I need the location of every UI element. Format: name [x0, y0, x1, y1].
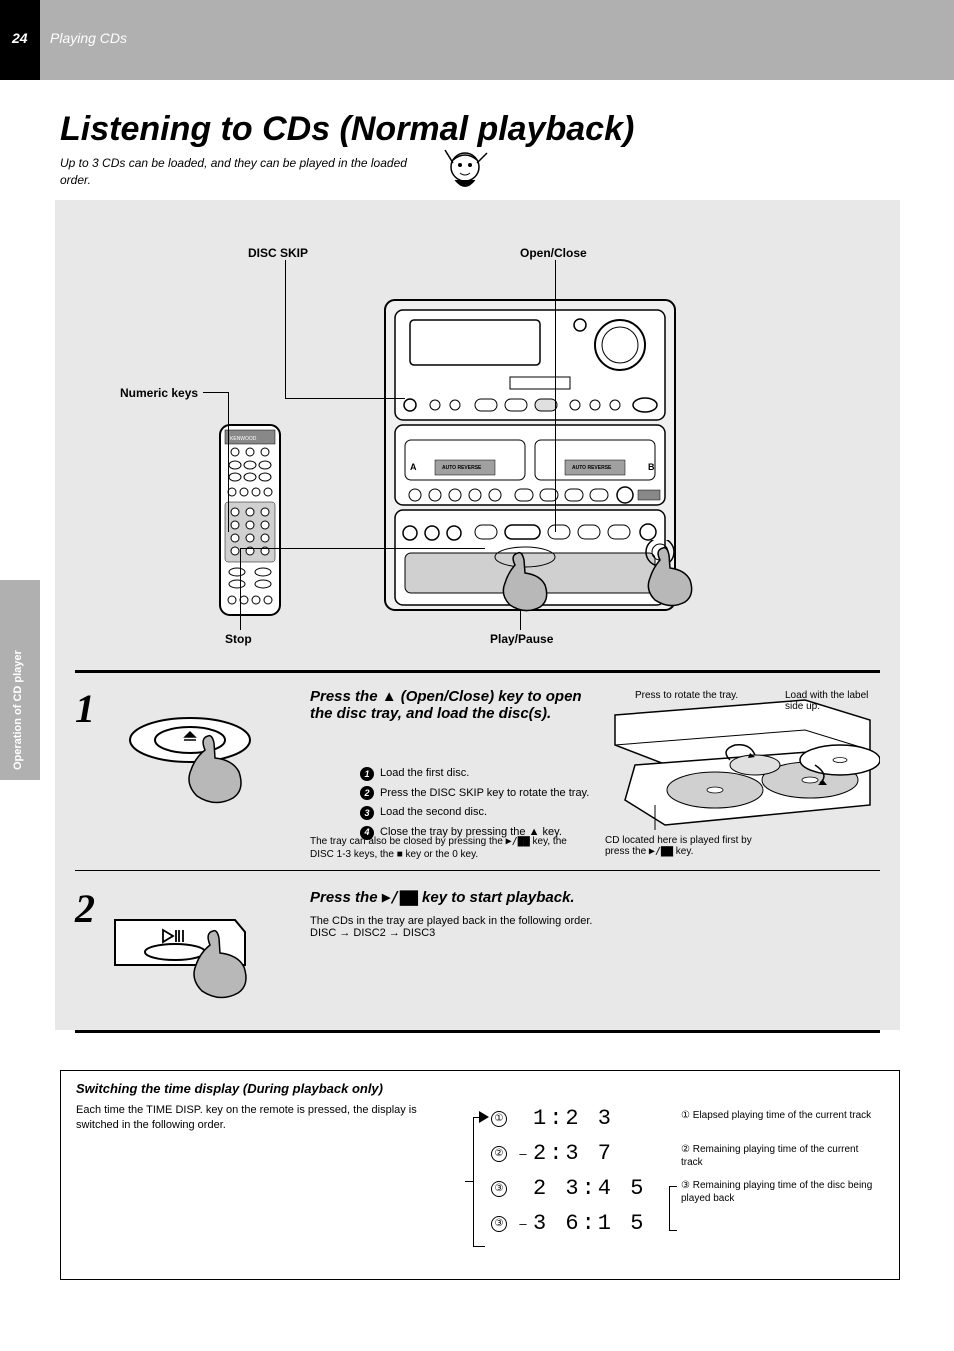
tray-sub2: Load with the label side up.	[785, 690, 885, 712]
label-open-close: Open/Close	[520, 246, 587, 260]
divider	[75, 1030, 880, 1033]
step-1-bullets: 1Load the first disc. 2Press the DISC SK…	[360, 765, 589, 843]
display-row-4: ③ – 3 6:1 5	[491, 1211, 781, 1236]
callout-line	[285, 260, 286, 398]
page-header: Playing CDs	[50, 30, 127, 46]
top-gray-bar	[0, 0, 954, 80]
page-title: Listening to CDs (Normal playback)	[60, 110, 634, 149]
tray-note: The tray can also be closed by pressing …	[310, 835, 590, 861]
eject-button-illustration	[115, 710, 285, 820]
hand-icon	[625, 540, 715, 620]
mascot-icon	[435, 145, 495, 200]
play-button-illustration	[105, 910, 305, 1020]
tray-sub1: Press to rotate the tray.	[635, 690, 738, 701]
step-2-number: 2	[75, 885, 95, 932]
label-play-pause: Play/Pause	[490, 632, 553, 646]
display-desc-3: ③ Remaining playing time of the disc bei…	[681, 1179, 881, 1205]
bracket	[473, 1117, 485, 1247]
callout-line	[285, 398, 405, 399]
callout-line	[240, 548, 485, 549]
label-disc-skip: DISC SKIP	[248, 246, 308, 260]
intro-text: Up to 3 CDs can be loaded, and they can …	[60, 155, 440, 189]
display-desc-1: ① Elapsed playing time of the current tr…	[681, 1109, 881, 1122]
info-text: Each time the TIME DISP. key on the remo…	[76, 1103, 456, 1134]
step-1-title: Press the ▲ (Open/Close) key to open the…	[310, 688, 590, 722]
svg-text:KENWOOD: KENWOOD	[230, 436, 257, 442]
side-tab-text: Operation of CD player	[12, 590, 24, 770]
display-desc-2: ② Remaining playing time of the current …	[681, 1143, 881, 1169]
callout-line	[240, 548, 241, 630]
info-title: Switching the time display (During playb…	[76, 1081, 383, 1096]
svg-text:A: A	[410, 462, 417, 472]
page-number: 24	[12, 30, 28, 46]
step-2-body: The CDs in the tray are played back in t…	[310, 915, 710, 939]
hand-icon	[480, 545, 570, 625]
display-examples: ① 1:2 3 ② – 2:3 7 ③ 2 3:4 5 ③ – 3 6:1 5	[491, 1106, 781, 1246]
side-tab: Operation of CD player	[0, 580, 40, 780]
page-number-box: 24	[0, 0, 40, 80]
step-1-number: 1	[75, 685, 95, 732]
callout-line	[203, 392, 228, 393]
divider-thin	[75, 870, 880, 871]
step-2-title: Press the ▶/▇▇ key to start playback.	[310, 888, 710, 906]
bracket-small	[669, 1186, 677, 1231]
tray-illustration	[605, 695, 880, 835]
label-stop: Stop	[225, 632, 252, 646]
bullet-text: Press the DISC SKIP key to rotate the tr…	[380, 785, 589, 803]
callout-line	[228, 392, 229, 532]
divider	[75, 670, 880, 673]
bullet-text: Load the first disc.	[380, 765, 469, 783]
manual-page: 24 Playing CDs Listening to CDs (Normal …	[0, 0, 954, 1351]
tray-sub3: CD located here is played first by press…	[605, 835, 755, 857]
callout-line	[555, 260, 556, 532]
svg-text:AUTO REVERSE: AUTO REVERSE	[442, 465, 482, 471]
label-numeric-keys: Numeric keys	[120, 386, 198, 400]
svg-text:AUTO REVERSE: AUTO REVERSE	[572, 465, 612, 471]
bracket-tick	[465, 1181, 473, 1182]
svg-text:B: B	[648, 462, 655, 472]
arrow-icon	[479, 1111, 489, 1123]
remote-illustration: KENWOOD	[215, 420, 285, 620]
time-display-info-box: Switching the time display (During playb…	[60, 1070, 900, 1280]
